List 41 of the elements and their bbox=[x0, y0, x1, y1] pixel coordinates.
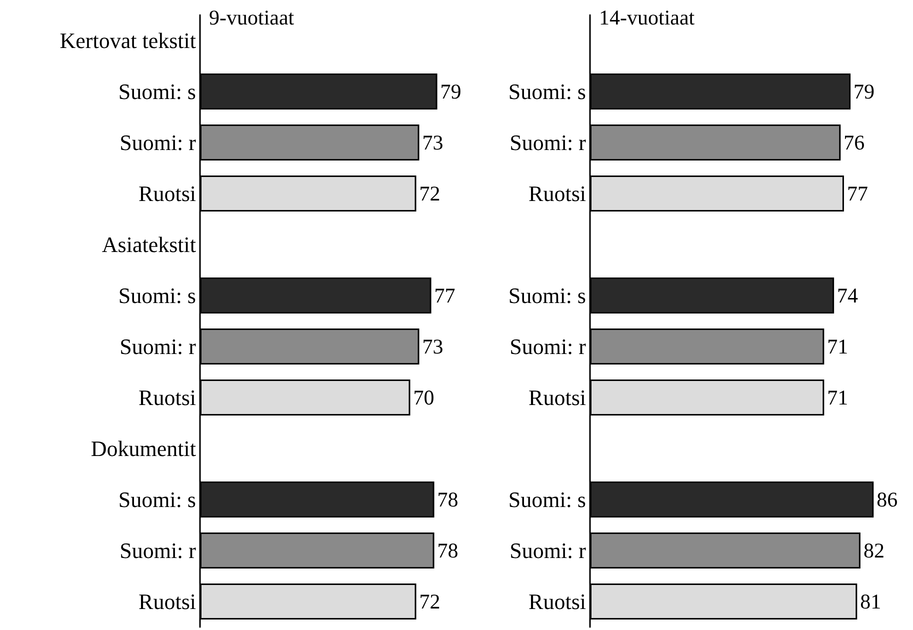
y-tick-label: Suomi: r bbox=[120, 130, 197, 155]
data-label: 71 bbox=[827, 334, 848, 358]
data-label: 78 bbox=[437, 488, 458, 512]
y-tick-label: Suomi: s bbox=[118, 79, 196, 104]
y-tick-label: Suomi: s bbox=[508, 79, 586, 104]
y-tick-label: Ruotsi bbox=[138, 385, 196, 410]
y-tick-label: Ruotsi bbox=[528, 589, 586, 614]
data-label: 72 bbox=[419, 590, 440, 614]
y-tick-label: Suomi: s bbox=[508, 283, 586, 308]
data-label: 73 bbox=[422, 130, 444, 154]
y-tick-label: Suomi: r bbox=[120, 334, 197, 359]
data-label: 79 bbox=[854, 80, 875, 104]
y-tick-label: Suomi: s bbox=[118, 487, 196, 512]
data-label: 70 bbox=[413, 386, 434, 410]
data-label: 73 bbox=[422, 334, 444, 358]
y-tick-label: Dokumentit bbox=[90, 436, 196, 461]
y-tick-label: Suomi: s bbox=[508, 487, 586, 512]
y-tick-label: Ruotsi bbox=[138, 589, 196, 614]
y-tick-label: Ruotsi bbox=[528, 385, 586, 410]
data-label: 76 bbox=[844, 130, 865, 154]
data-label: 82 bbox=[863, 538, 884, 562]
data-label: 77 bbox=[434, 284, 456, 308]
y-tick-label: Suomi: r bbox=[510, 334, 587, 359]
y-tick-label: Ruotsi bbox=[138, 181, 196, 206]
data-label: 74 bbox=[837, 284, 859, 308]
data-label: 72 bbox=[419, 182, 440, 206]
data-label: 81 bbox=[860, 590, 882, 614]
data-label: 78 bbox=[437, 538, 458, 562]
y-tick-label: Suomi: r bbox=[510, 130, 587, 155]
y-tick-label: Suomi: s bbox=[118, 283, 196, 308]
data-label: 77 bbox=[846, 182, 868, 206]
y-tick-label: Asiatekstit bbox=[102, 232, 196, 257]
chart-title: 9-vuotiaat bbox=[209, 6, 294, 30]
data-label: 86 bbox=[876, 488, 898, 512]
y-tick-label: Suomi: r bbox=[120, 538, 197, 563]
data-label: 71 bbox=[827, 386, 848, 410]
y-tick-label: Suomi: r bbox=[510, 538, 587, 563]
y-tick-label: Ruotsi bbox=[528, 181, 586, 206]
chart-title: 14-vuotiaat bbox=[599, 6, 695, 30]
data-label: 79 bbox=[440, 80, 462, 104]
y-tick-label: Kertovat tekstit bbox=[60, 28, 196, 53]
